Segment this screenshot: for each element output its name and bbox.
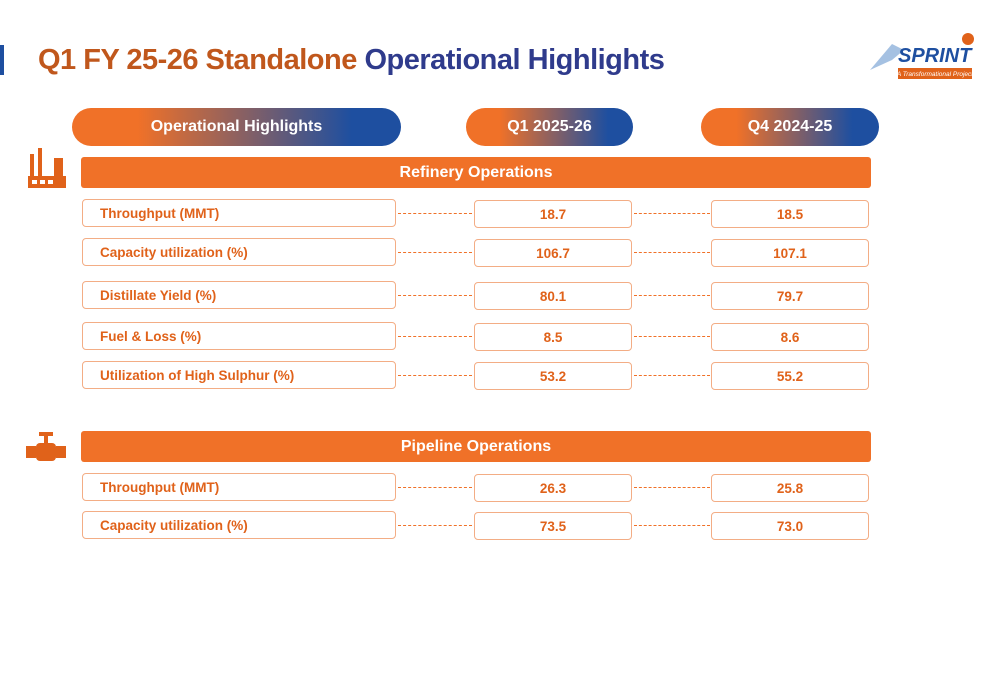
row-label: Throughput (MMT) <box>82 199 396 227</box>
connector <box>398 213 472 214</box>
value: 73.0 <box>711 512 869 540</box>
row-label: Throughput (MMT) <box>82 473 396 501</box>
value: 73.5 <box>474 512 632 540</box>
logo: SPRINT A Transformational Project <box>862 30 977 82</box>
value: 25.8 <box>711 474 869 502</box>
section-bar: Refinery Operations <box>81 157 871 188</box>
connector <box>398 487 472 488</box>
pipeline-icon <box>26 432 66 461</box>
row-label: Capacity utilization (%) <box>82 238 396 266</box>
connector <box>634 295 710 296</box>
value: 8.5 <box>474 323 632 351</box>
value: 53.2 <box>474 362 632 390</box>
row-label: Distillate Yield (%) <box>82 281 396 309</box>
logo-art: SPRINT A Transformational Project <box>870 33 974 79</box>
value: 55.2 <box>711 362 869 390</box>
accent-bar <box>0 45 4 75</box>
column-header: Q4 2024-25 <box>701 108 879 146</box>
connector <box>398 295 472 296</box>
value: 80.1 <box>474 282 632 310</box>
connector <box>634 375 710 376</box>
connector <box>634 336 710 337</box>
row-label: Capacity utilization (%) <box>82 511 396 539</box>
value: 18.7 <box>474 200 632 228</box>
connector <box>634 487 710 488</box>
row-label: Utilization of High Sulphur (%) <box>82 361 396 389</box>
connector <box>634 213 710 214</box>
connector <box>398 336 472 337</box>
title-part: Operational Highlights <box>364 44 665 76</box>
section-bar: Pipeline Operations <box>81 431 871 462</box>
value: 107.1 <box>711 239 869 267</box>
value: 18.5 <box>711 200 869 228</box>
value: 79.7 <box>711 282 869 310</box>
logo-tagline: A Transformational Project <box>896 71 974 78</box>
connector <box>634 525 710 526</box>
connector <box>398 252 472 253</box>
title: Q1 FY 25-26 Standalone Operational Highl… <box>38 44 665 77</box>
value: 26.3 <box>474 474 632 502</box>
column-header: Operational Highlights <box>72 108 401 146</box>
title-part: Q1 FY 25-26 Standalone <box>38 44 357 76</box>
refinery-icon <box>28 148 66 188</box>
value: 8.6 <box>711 323 869 351</box>
logo-name: SPRINT <box>898 45 973 67</box>
value: 106.7 <box>474 239 632 267</box>
connector <box>398 375 472 376</box>
connector <box>634 252 710 253</box>
connector <box>398 525 472 526</box>
row-label: Fuel & Loss (%) <box>82 322 396 350</box>
column-header: Q1 2025-26 <box>466 108 633 146</box>
